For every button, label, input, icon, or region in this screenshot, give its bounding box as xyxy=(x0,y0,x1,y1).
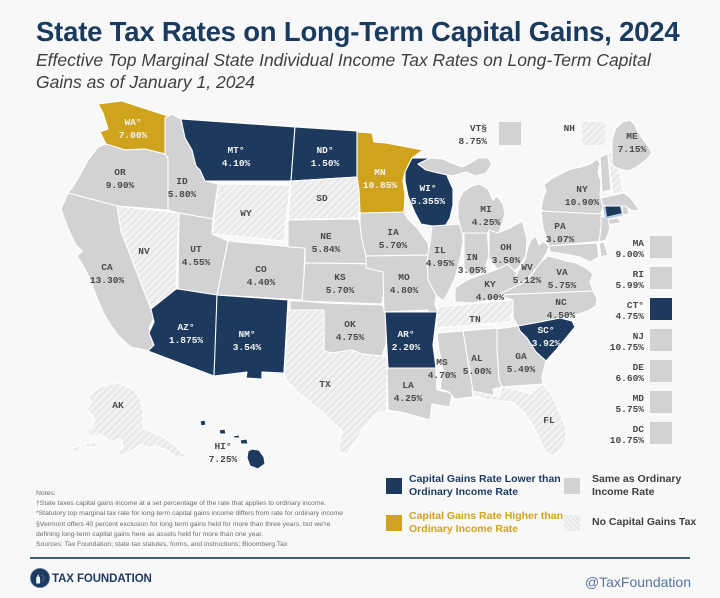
svg-text:UT: UT xyxy=(190,244,202,255)
svg-text:4.95%: 4.95% xyxy=(426,258,455,269)
svg-text:TN: TN xyxy=(469,314,481,325)
svg-text:NV: NV xyxy=(138,246,150,257)
svg-text:WI°: WI° xyxy=(419,183,436,194)
svg-text:PA: PA xyxy=(554,221,566,232)
svg-text:HI°: HI° xyxy=(214,441,231,452)
svg-text:5.355%: 5.355% xyxy=(411,196,446,207)
svg-text:IL: IL xyxy=(434,245,446,256)
svg-text:ND°: ND° xyxy=(316,145,333,156)
svg-text:5.75%: 5.75% xyxy=(615,404,644,415)
svg-text:NY: NY xyxy=(576,184,588,195)
svg-text:3.50%: 3.50% xyxy=(492,255,521,266)
svg-text:3.07%: 3.07% xyxy=(546,234,575,245)
svg-text:AR°: AR° xyxy=(397,329,414,340)
svg-text:4.50%: 4.50% xyxy=(547,310,576,321)
svg-text:OH: OH xyxy=(500,242,512,253)
svg-text:IN: IN xyxy=(466,252,478,263)
svg-text:IA: IA xyxy=(387,227,399,238)
svg-text:ID: ID xyxy=(176,176,188,187)
svg-text:10.75%: 10.75% xyxy=(610,435,645,446)
svg-text:4.25%: 4.25% xyxy=(472,217,501,228)
svg-text:4.25%: 4.25% xyxy=(394,393,423,404)
svg-text:5.00%: 5.00% xyxy=(463,366,492,377)
svg-text:10.85%: 10.85% xyxy=(363,180,398,191)
svg-text:AZ°: AZ° xyxy=(177,322,194,333)
svg-text:MI: MI xyxy=(480,204,491,215)
svg-text:NC: NC xyxy=(555,297,567,308)
svg-text:RI: RI xyxy=(633,269,644,280)
svg-text:MT°: MT° xyxy=(227,145,244,156)
svg-text:1.50%: 1.50% xyxy=(311,158,340,169)
svg-text:DE: DE xyxy=(633,362,645,373)
svg-text:4.75%: 4.75% xyxy=(336,332,365,343)
svg-text:9.90%: 9.90% xyxy=(106,180,135,191)
svg-text:SC°: SC° xyxy=(537,325,554,336)
svg-text:VT§: VT§ xyxy=(470,123,487,134)
svg-text:13.30%: 13.30% xyxy=(90,275,125,286)
svg-text:5.75%: 5.75% xyxy=(548,280,577,291)
svg-text:7.15%: 7.15% xyxy=(618,144,647,155)
svg-text:OK: OK xyxy=(344,319,356,330)
svg-text:4.40%: 4.40% xyxy=(247,277,276,288)
svg-text:5.70%: 5.70% xyxy=(326,285,355,296)
svg-text:NJ: NJ xyxy=(633,331,644,342)
svg-text:5.70%: 5.70% xyxy=(379,240,408,251)
svg-text:7.00%: 7.00% xyxy=(119,130,148,141)
svg-text:5.49%: 5.49% xyxy=(507,364,536,375)
svg-text:FL: FL xyxy=(543,415,555,426)
svg-text:4.10%: 4.10% xyxy=(222,158,251,169)
svg-text:5.12%: 5.12% xyxy=(513,275,542,286)
svg-text:9.00%: 9.00% xyxy=(615,249,644,260)
svg-text:MA: MA xyxy=(633,238,645,249)
svg-text:AL: AL xyxy=(471,353,483,364)
svg-text:KS: KS xyxy=(334,272,346,283)
svg-text:3.05%: 3.05% xyxy=(458,265,487,276)
svg-text:TX: TX xyxy=(319,379,331,390)
svg-text:3.54%: 3.54% xyxy=(233,342,262,353)
svg-text:10.90%: 10.90% xyxy=(565,197,600,208)
svg-text:4.00%: 4.00% xyxy=(476,292,505,303)
svg-text:KY: KY xyxy=(484,279,496,290)
svg-text:CO: CO xyxy=(255,264,267,275)
svg-text:5.84%: 5.84% xyxy=(312,244,341,255)
svg-text:MS: MS xyxy=(436,357,448,368)
svg-text:AK: AK xyxy=(112,400,124,411)
svg-text:NM°: NM° xyxy=(238,329,255,340)
svg-text:WV: WV xyxy=(521,262,533,273)
svg-text:4.70%: 4.70% xyxy=(428,370,457,381)
svg-text:1.875%: 1.875% xyxy=(169,335,204,346)
svg-text:10.75%: 10.75% xyxy=(610,342,645,353)
svg-text:8.75%: 8.75% xyxy=(458,136,487,147)
svg-text:4.55%: 4.55% xyxy=(182,257,211,268)
svg-text:NE: NE xyxy=(320,231,332,242)
svg-text:4.75%: 4.75% xyxy=(615,311,644,322)
svg-text:5.80%: 5.80% xyxy=(168,189,197,200)
svg-text:MD: MD xyxy=(633,393,645,404)
svg-text:6.60%: 6.60% xyxy=(615,373,644,384)
svg-text:WY: WY xyxy=(240,208,252,219)
svg-text:GA: GA xyxy=(515,351,527,362)
svg-text:NH: NH xyxy=(564,123,576,134)
svg-text:4.80%: 4.80% xyxy=(390,285,419,296)
svg-text:3.92%: 3.92% xyxy=(532,338,561,349)
svg-text:2.20%: 2.20% xyxy=(392,342,421,353)
svg-text:5.99%: 5.99% xyxy=(615,280,644,291)
svg-text:CT°: CT° xyxy=(627,300,644,311)
svg-text:DC: DC xyxy=(633,424,645,435)
svg-text:LA: LA xyxy=(402,380,414,391)
svg-text:SD: SD xyxy=(316,193,328,204)
svg-text:MO: MO xyxy=(398,272,410,283)
svg-text:7.25%: 7.25% xyxy=(209,454,238,465)
svg-text:MN: MN xyxy=(374,167,386,178)
svg-text:VA: VA xyxy=(556,267,568,278)
svg-text:OR: OR xyxy=(114,167,126,178)
svg-text:ME: ME xyxy=(626,131,638,142)
svg-text:CA: CA xyxy=(101,262,113,273)
svg-text:WA°: WA° xyxy=(124,117,141,128)
